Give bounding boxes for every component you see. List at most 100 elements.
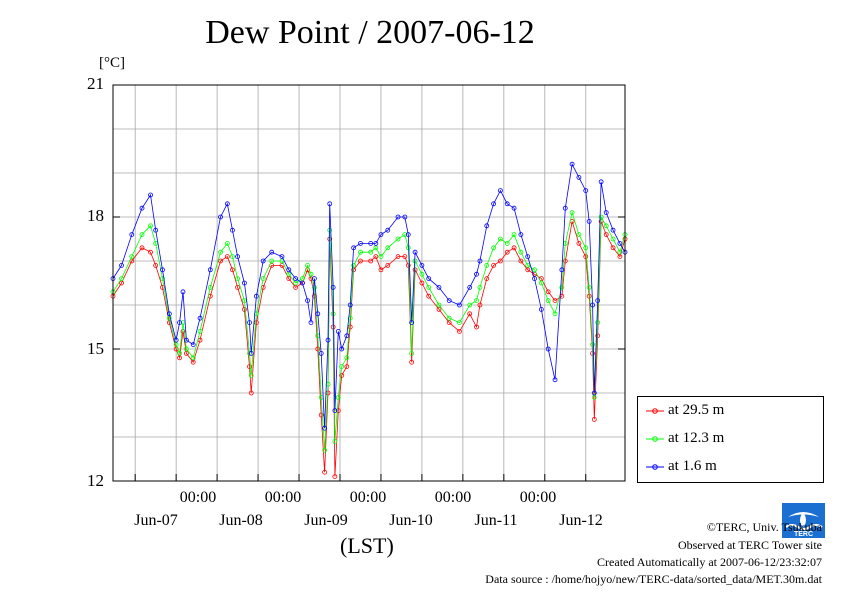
data-point (511, 205, 517, 211)
data-point (484, 276, 490, 282)
data-point (603, 210, 609, 216)
data-point (347, 302, 353, 308)
data-point (412, 249, 418, 255)
data-point (504, 240, 510, 246)
data-point (409, 350, 415, 356)
x-axis-label: (LST) (340, 533, 394, 558)
data-point (368, 258, 374, 264)
data-point (235, 284, 240, 290)
legend-label: at 12.3 m (668, 430, 725, 446)
data-point (339, 346, 345, 352)
data-point (405, 245, 411, 251)
data-point (166, 315, 172, 321)
data-point (207, 284, 213, 290)
data-point (518, 258, 524, 264)
data-point (207, 267, 213, 273)
created-text: Created Automatically at 2007-06-12/23:3… (597, 555, 822, 569)
data-point (598, 179, 604, 185)
data-point (474, 271, 479, 277)
data-point (368, 240, 374, 246)
x-time-tick-label: 00:00 (264, 489, 302, 506)
data-point (322, 447, 328, 453)
data-point (538, 306, 544, 312)
data-point (180, 328, 186, 334)
data-point (335, 408, 341, 414)
data-point (457, 320, 462, 326)
data-point (559, 267, 565, 273)
legend-item: at 12.3 m (646, 430, 724, 447)
data-point (378, 232, 384, 238)
data-point (467, 311, 473, 317)
x-time-tick-label: 00:00 (349, 489, 387, 506)
data-point (173, 337, 179, 343)
data-point (518, 232, 524, 238)
data-point (576, 232, 582, 238)
data-point (491, 262, 496, 268)
series-line-3 (112, 162, 626, 429)
x-time-tick-label: 00:00 (434, 489, 472, 506)
terc-logo: TERC (782, 503, 825, 538)
data-point (351, 245, 357, 251)
legend-item: at 1.6 m (646, 458, 717, 475)
data-point (395, 254, 401, 260)
data-point (484, 262, 490, 268)
data-point (590, 342, 595, 348)
data-point (330, 284, 336, 290)
data-point (595, 298, 601, 304)
data-point (395, 214, 401, 220)
data-point (419, 280, 425, 286)
data-point (385, 262, 391, 268)
data-point (197, 328, 203, 334)
chart-title: Dew Point / 2007-06-12 (205, 14, 535, 51)
data-point (153, 227, 159, 233)
data-point (491, 201, 496, 207)
data-point (395, 236, 401, 242)
data-point (446, 315, 452, 321)
data-point (545, 289, 551, 295)
x-day-label: Jun-09 (304, 512, 348, 529)
data-point (385, 245, 391, 251)
data-point (305, 262, 310, 268)
data-point (569, 210, 575, 216)
legend-swatch (646, 435, 664, 442)
data-point (402, 232, 408, 238)
data-point (218, 249, 223, 255)
data-source-text: Data source : /home/hojyo/new/TERC-data/… (485, 572, 822, 586)
data-point (235, 276, 240, 282)
data-point (235, 254, 240, 260)
data-point (617, 240, 623, 246)
x-day-label: Jun-07 (134, 512, 178, 529)
data-point (402, 214, 408, 220)
data-point (511, 245, 517, 251)
legend-swatch (646, 463, 664, 470)
data-point (583, 254, 589, 260)
data-point (603, 223, 609, 229)
x-day-label: Jun-12 (559, 512, 603, 529)
data-point (467, 284, 473, 290)
data-point (293, 276, 299, 282)
data-point (586, 293, 592, 299)
data-point (230, 227, 235, 233)
data-point (562, 205, 568, 211)
data-point (347, 315, 353, 321)
data-point (538, 280, 544, 286)
data-point (358, 249, 363, 255)
data-point (148, 223, 153, 229)
y-tick-label: 18 (87, 206, 104, 225)
data-point (525, 262, 531, 268)
data-point (419, 262, 425, 268)
data-point (347, 324, 353, 330)
data-point (139, 232, 145, 238)
data-point (248, 350, 254, 356)
data-point (477, 302, 483, 308)
data-point (335, 394, 341, 400)
legend-label: at 29.5 m (668, 402, 725, 418)
data-point (419, 271, 425, 277)
legend-label: at 1.6 m (668, 458, 717, 474)
data-point (315, 346, 321, 352)
legend-swatch (646, 407, 664, 414)
data-point (218, 258, 223, 264)
data-point (242, 306, 247, 312)
data-point (525, 254, 531, 260)
data-point (378, 254, 384, 260)
